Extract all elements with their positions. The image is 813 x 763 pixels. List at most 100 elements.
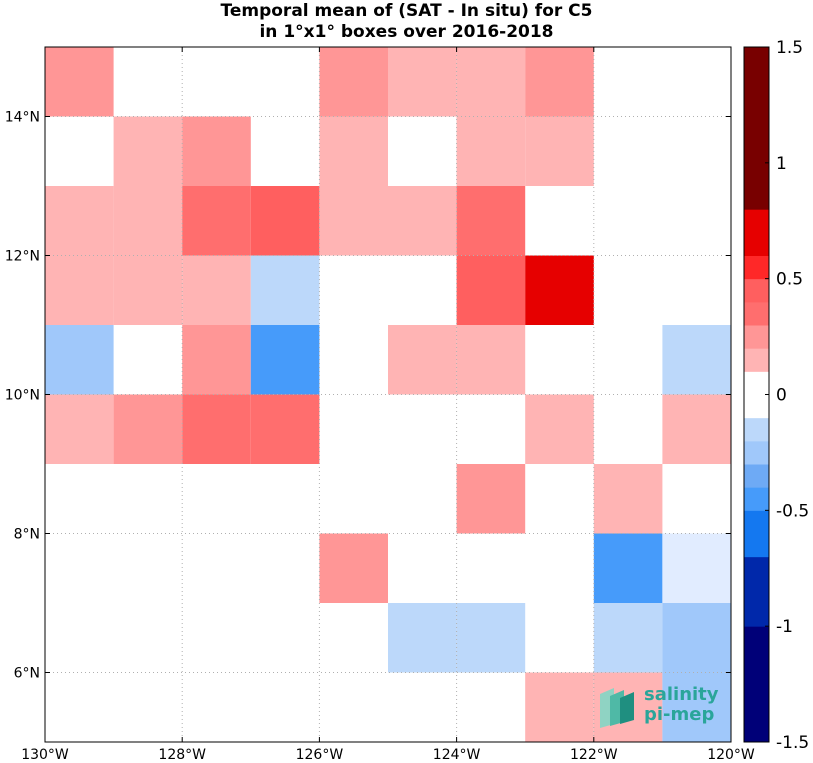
colorbar-tick-label: 0 xyxy=(776,386,787,406)
heatmap-cell xyxy=(113,186,183,256)
heatmap-cell xyxy=(319,47,388,117)
heatmap-cell xyxy=(593,533,663,603)
heatmap-cell xyxy=(45,47,114,117)
heatmap-cell xyxy=(182,394,251,464)
colorbar-tick-label: -0.5 xyxy=(776,501,809,521)
heatmap-cell xyxy=(388,603,457,673)
colorbar-segment xyxy=(744,649,769,673)
heatmap-cell xyxy=(182,116,251,186)
colorbar-segment xyxy=(744,47,769,71)
heatmap-cell xyxy=(250,255,320,325)
heatmap-cell xyxy=(388,325,457,395)
y-tick-label: 10°N xyxy=(5,388,40,404)
x-tick-label: 124°W xyxy=(433,747,481,763)
colorbar-segment xyxy=(744,718,769,743)
colorbar-segment xyxy=(744,255,769,280)
x-tick-label: 126°W xyxy=(296,747,344,763)
heatmap-cell xyxy=(182,325,251,395)
logo-text-salinity: salinity xyxy=(644,684,719,705)
colorbar-segment xyxy=(744,440,769,465)
colorbar-segment xyxy=(744,603,769,627)
x-tick-label: 120°W xyxy=(707,747,755,763)
heatmap-cell xyxy=(456,47,526,117)
colorbar-tick-label: 1.5 xyxy=(776,38,803,58)
heatmap-cell xyxy=(456,255,526,325)
heatmap-cell xyxy=(662,325,731,395)
heatmap-cell xyxy=(456,116,526,186)
colorbar-segment xyxy=(744,139,769,164)
heatmap-cell xyxy=(319,533,388,603)
colorbar-segment xyxy=(744,394,769,419)
colorbar-segment xyxy=(744,672,769,697)
colorbar-segment xyxy=(744,533,769,558)
heatmap-cell xyxy=(113,116,183,186)
colorbar-tick-label: 1 xyxy=(776,154,787,174)
heatmap-cell xyxy=(113,394,183,464)
heatmap-cell xyxy=(45,394,114,464)
colorbar-tick-label: -1.5 xyxy=(776,733,809,753)
heatmap-cells xyxy=(45,47,731,742)
heatmap-cell xyxy=(45,325,114,395)
y-tick-label: 8°N xyxy=(14,527,40,543)
heatmap-cell xyxy=(456,325,526,395)
x-tick-label: 122°W xyxy=(570,747,618,763)
colorbar-segment xyxy=(744,556,769,581)
heatmap-cell xyxy=(319,116,388,186)
heatmap-cell xyxy=(525,255,594,325)
heatmap-cell xyxy=(525,47,594,117)
x-tick-label: 128°W xyxy=(158,747,206,763)
heatmap-cell xyxy=(45,186,114,256)
heatmap-cell xyxy=(113,255,183,325)
x-tick-label: 130°W xyxy=(21,747,69,763)
colorbar-segment xyxy=(744,417,769,442)
heatmap-cell xyxy=(662,603,731,673)
colorbar-segment xyxy=(744,116,769,141)
heatmap-cell xyxy=(525,394,594,464)
heatmap-cell xyxy=(662,533,731,603)
colorbar-segment xyxy=(744,232,769,256)
heatmap-cell xyxy=(593,464,663,534)
colorbar-segment xyxy=(744,510,769,534)
colorbar-tick-label: -1 xyxy=(776,617,793,637)
colorbar-segment xyxy=(744,487,769,511)
heatmap-cell xyxy=(250,325,320,395)
colorbar-segment xyxy=(744,325,769,349)
logo-text-pi-mep: pi-mep xyxy=(644,704,715,725)
colorbar-segment xyxy=(744,579,769,604)
heatmap-cell xyxy=(388,186,457,256)
heatmap-cell xyxy=(45,255,114,325)
heatmap-cell xyxy=(388,47,457,117)
axes: 130°W 128°W 126°W 124°W 122°W 120°W 6°N 8°N 10°N… xyxy=(5,47,755,763)
chart-subtitle: in 1°x1° boxes over 2016-2018 xyxy=(259,22,554,42)
colorbar: -1.5 -1 -0.5 0 0.5 1 1.5 xyxy=(743,38,809,753)
colorbar-segment xyxy=(744,695,769,720)
heatmap-cell xyxy=(319,186,388,256)
colorbar-segment xyxy=(744,70,769,94)
colorbar-segment xyxy=(744,626,769,650)
colorbar-segment xyxy=(744,464,769,488)
heatmap-cell xyxy=(250,186,320,256)
heatmap-cell xyxy=(593,603,663,673)
y-tick-label: 6°N xyxy=(14,666,40,682)
colorbar-segment xyxy=(744,371,769,395)
heatmap-cell xyxy=(182,186,251,256)
salinity-pi-mep-logo: salinity pi-mep xyxy=(596,684,726,732)
colorbar-tick-label: 0.5 xyxy=(776,270,803,290)
heatmap-cell xyxy=(525,672,594,742)
heatmap-cell xyxy=(456,464,526,534)
colorbar-segment xyxy=(744,348,769,372)
colorbar-segment xyxy=(744,162,769,187)
colorbar-segment xyxy=(744,301,769,326)
heatmap-cell xyxy=(456,186,526,256)
heatmap-cell xyxy=(525,116,594,186)
colorbar-segment xyxy=(744,278,769,303)
colorbar-segment xyxy=(744,209,769,233)
colorbar-segment xyxy=(744,93,769,117)
y-tick-label: 14°N xyxy=(5,110,40,126)
heatmap-cell xyxy=(662,394,731,464)
colorbar-segment xyxy=(744,186,769,210)
y-tick-label: 12°N xyxy=(5,249,40,265)
heatmap-cell xyxy=(182,255,251,325)
logo-mark-icon xyxy=(600,688,634,728)
